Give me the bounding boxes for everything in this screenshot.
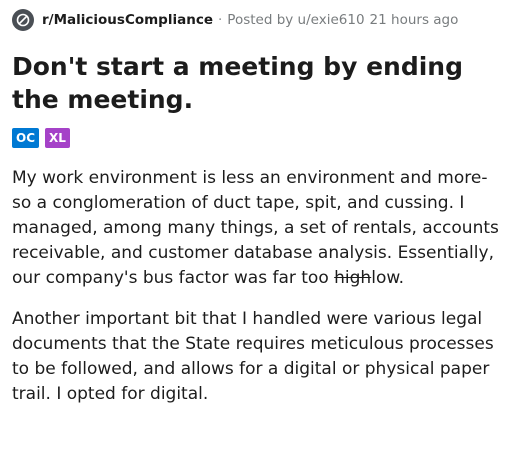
subreddit-avatar-icon[interactable] [12,9,34,31]
post-body: My work environment is less an environme… [12,166,506,407]
post: r/MaliciousCompliance · Posted by u/exie… [12,6,506,407]
posted-by[interactable]: Posted by u/exie610 [227,12,365,28]
flair-oc[interactable]: OC [12,128,40,148]
post-meta: r/MaliciousCompliance · Posted by u/exie… [12,6,506,34]
post-time[interactable]: 21 hours ago [369,12,459,28]
post-title[interactable]: Don't start a meeting by ending the meet… [12,52,463,114]
flair-list: OC XL [12,128,506,148]
body-paragraph: My work environment is less an environme… [12,166,506,291]
subreddit-link[interactable]: r/MaliciousCompliance [42,12,213,28]
paragraph-text-end: low. [371,268,405,288]
body-paragraph: Another important bit that I handled wer… [12,309,494,404]
strikethrough-text: high [334,268,372,288]
flair-xl[interactable]: XL [45,128,70,148]
meta-separator: · [218,12,223,28]
paragraph-text: My work environment is less an environme… [12,168,499,288]
